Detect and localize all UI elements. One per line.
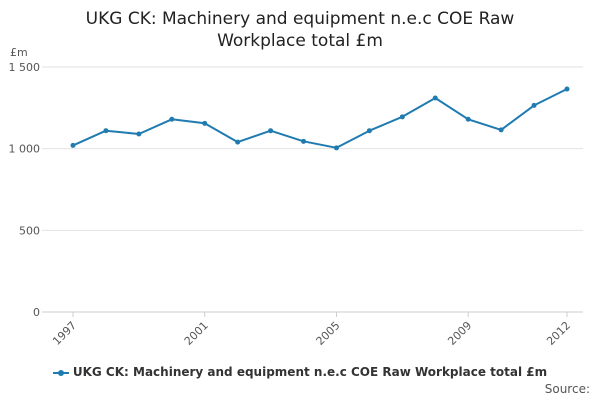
data-point-2006 [366, 128, 372, 134]
legend-label: UKG CK: Machinery and equipment n.e.c CO… [72, 365, 548, 379]
x-tick-label-2012: 2012 [544, 319, 573, 348]
data-point-2005 [333, 145, 339, 151]
data-point-1999 [136, 131, 142, 137]
legend-swatch [52, 368, 69, 378]
x-tick-label-2001: 2001 [182, 319, 211, 348]
data-point-2002 [235, 139, 241, 145]
data-point-2004 [301, 138, 307, 144]
data-point-2012 [564, 86, 570, 92]
chart-title: UKG CK: Machinery and equipment n.e.c CO… [0, 8, 600, 52]
data-point-1997 [70, 142, 76, 148]
y-tick-label-1500: 1 500 [9, 61, 41, 74]
y-tick-label-0: 0 [33, 306, 40, 319]
y-tick-label-1000: 1 000 [9, 143, 41, 156]
data-point-2000 [169, 116, 175, 122]
x-tick-label-1997: 1997 [50, 319, 79, 348]
series-line-0 [72, 88, 568, 149]
source-label: Source: [544, 382, 590, 396]
data-point-2001 [202, 120, 208, 126]
x-tick-label-2009: 2009 [445, 319, 474, 348]
data-point-1998 [103, 128, 109, 134]
data-point-2008 [432, 95, 438, 101]
chart-title-line-1: UKG CK: Machinery and equipment n.e.c CO… [85, 9, 515, 29]
data-point-2010 [498, 127, 504, 133]
x-tick-label-2005: 2005 [314, 319, 343, 348]
data-point-2007 [399, 114, 405, 120]
data-point-2003 [268, 128, 274, 134]
data-point-2009 [465, 116, 471, 122]
legend[interactable]: UKG CK: Machinery and equipment n.e.c CO… [0, 365, 600, 379]
data-point-2011 [531, 102, 537, 108]
chart-title-line-2: Workplace total £m [217, 31, 383, 51]
y-tick-label-500: 500 [19, 224, 40, 237]
y-axis-label: £m [10, 46, 28, 59]
